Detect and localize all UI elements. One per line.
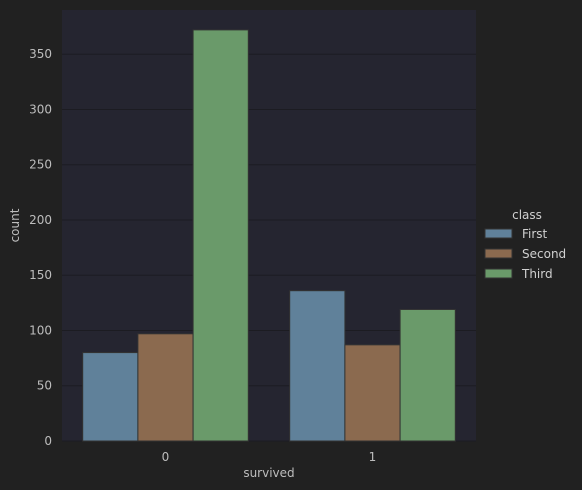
bar-second-1	[344, 344, 401, 442]
legend-label-third: Third	[521, 267, 553, 281]
legend: class First Second Third	[484, 208, 566, 281]
y-tick-label: 250	[29, 158, 52, 172]
bar-third-0	[192, 29, 249, 442]
bar-third-1	[399, 308, 456, 442]
bar-second-0	[137, 333, 194, 442]
x-tick-label: 1	[369, 450, 377, 464]
legend-swatch-third	[484, 268, 513, 279]
legend-label-second: Second	[522, 247, 566, 261]
legend-swatch-first	[484, 228, 513, 239]
legend-label-first: First	[522, 227, 548, 241]
x-axis-label: survived	[243, 466, 294, 480]
legend-title: class	[512, 208, 542, 222]
y-tick-label: 0	[44, 434, 52, 448]
bars	[82, 29, 456, 442]
y-tick-label: 300	[29, 102, 52, 116]
y-tick-label: 100	[29, 323, 52, 337]
y-tick-label: 50	[37, 379, 52, 393]
bar-first-0	[82, 352, 139, 442]
x-tick-label: 0	[162, 450, 170, 464]
legend-swatch-second	[484, 248, 513, 259]
bar-first-1	[289, 290, 346, 442]
y-tick-label: 150	[29, 268, 52, 282]
y-axis-ticks: 0 50 100 150 200 250 300 350	[29, 47, 52, 448]
y-tick-label: 350	[29, 47, 52, 61]
y-axis-label: count	[8, 208, 22, 242]
y-tick-label: 200	[29, 213, 52, 227]
